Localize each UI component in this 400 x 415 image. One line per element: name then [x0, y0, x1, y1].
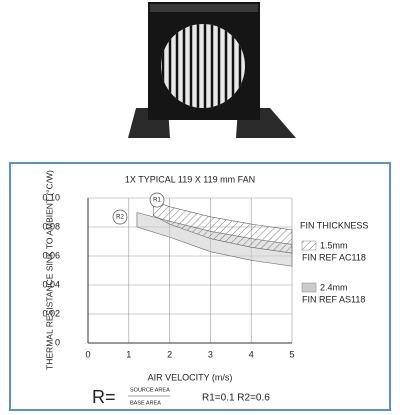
y-tick-label: 0.08: [42, 221, 60, 231]
y-axis-label: THERMAL RESISTANCE SINK TO AMBIENT (°C/W…: [44, 170, 54, 370]
annotation-circle: [149, 192, 165, 208]
x-tick-label: 4: [249, 349, 254, 359]
annotation: R1: [153, 198, 161, 204]
y-tick-label: 0.10: [42, 192, 60, 202]
x-tick-label: 0: [85, 349, 90, 359]
x-tick-label: 3: [208, 349, 213, 359]
legend-sublabel: FIN REF AC118: [302, 252, 366, 262]
y-tick-label: 0.06: [42, 250, 60, 260]
legend-label: 2.4mm: [320, 282, 348, 292]
formula-note: R1=0.1 R2=0.6: [202, 393, 270, 404]
y-tick-label: 0.02: [42, 308, 60, 318]
y-tick-label: 0.04: [42, 279, 60, 289]
chart-frame: [9, 162, 391, 411]
product-photo: [128, 2, 296, 138]
formula-denominator: BASE AREA: [130, 400, 161, 406]
formula-numerator: SOURCE AREA: [130, 387, 170, 393]
x-tick-label: 1: [126, 349, 131, 359]
legend-sublabel: FIN REF AS118: [302, 294, 365, 304]
x-tick-label: 2: [167, 349, 172, 359]
legend-title: FIN THICKNESS: [300, 220, 368, 230]
formula-lhs: R=: [92, 387, 116, 407]
band: [152, 200, 293, 254]
x-tick-label: 5: [289, 349, 294, 359]
legend-label: 1.5mm: [320, 240, 348, 250]
y-tick-label: 0: [55, 337, 60, 347]
annotation-circle: [112, 209, 128, 225]
x-axis-label: AIR VELOCITY (m/s): [148, 372, 233, 382]
chart-title: 1X TYPICAL 119 X 119 mm FAN: [125, 174, 255, 184]
legend-swatch: [301, 282, 317, 293]
legend-swatch: [301, 240, 317, 251]
annotation: R2: [116, 215, 124, 221]
